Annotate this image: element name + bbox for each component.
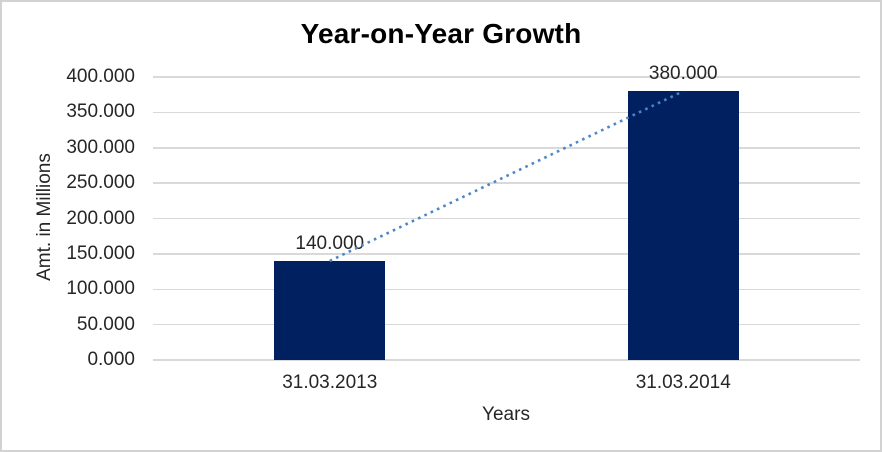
y-tick-label: 350.000 — [66, 101, 135, 123]
chart-title: Year-on-Year Growth — [300, 18, 582, 49]
y-tick-label: 200.000 — [66, 207, 135, 229]
y-tick-label: 300.000 — [66, 136, 135, 158]
gridline — [153, 111, 860, 114]
y-tick-label: 100.000 — [66, 278, 135, 300]
y-tick-label: 0.000 — [87, 349, 135, 370]
gridline — [153, 76, 860, 78]
bar — [274, 260, 386, 360]
bar-value-label: 140.000 — [295, 232, 365, 254]
gridline — [153, 182, 860, 184]
gridline — [153, 217, 860, 220]
gridline — [153, 323, 860, 326]
bar — [627, 91, 739, 360]
gridline — [153, 288, 860, 290]
x-tick-label: 31.03.2014 — [635, 372, 731, 393]
y-tick-label: 50.000 — [76, 313, 135, 335]
gridline — [153, 253, 860, 255]
x-axis-title: Years — [482, 404, 530, 425]
y-tick-label: 250.000 — [66, 172, 135, 194]
bar-value-label: 380.000 — [648, 63, 718, 85]
gridline — [153, 359, 860, 361]
y-tick-label: 150.000 — [66, 242, 135, 264]
gridline — [153, 147, 860, 149]
x-tick-label: 31.03.2013 — [282, 372, 378, 393]
y-tick-label: 400.000 — [66, 66, 135, 87]
